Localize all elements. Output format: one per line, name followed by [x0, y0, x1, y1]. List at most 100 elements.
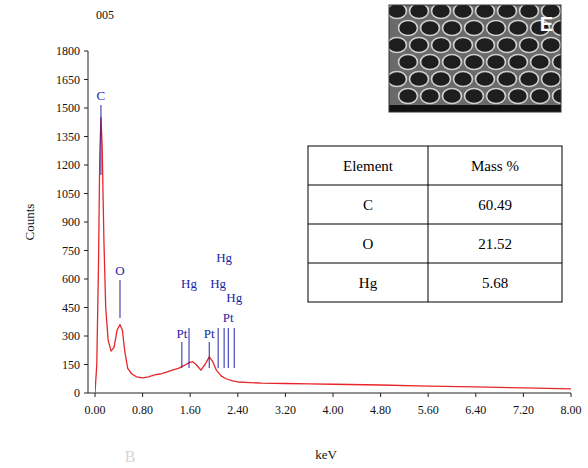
y-tick-label: 600 [62, 272, 80, 286]
pore [399, 21, 418, 36]
y-tick [84, 222, 88, 223]
element-line [181, 342, 182, 368]
pore [520, 38, 539, 53]
table-frame [308, 146, 562, 302]
table-cell: O [363, 236, 374, 252]
table-rule [308, 263, 562, 264]
y-tick-label: 1350 [56, 130, 80, 144]
y-tick-label: 0 [74, 386, 80, 400]
pore [542, 38, 561, 53]
element-label: Hg [216, 250, 232, 265]
y-tick [84, 136, 88, 137]
table-header: Mass % [471, 158, 519, 174]
x-tick [428, 393, 429, 397]
pore [531, 55, 550, 70]
y-axis-title: Counts [22, 204, 37, 241]
y-tick [84, 51, 88, 52]
table-header: Element [343, 158, 394, 174]
table-cell: Hg [359, 275, 378, 291]
y-tick-label: 1650 [56, 73, 80, 87]
element-label: Pt [223, 310, 234, 325]
x-tick [571, 393, 572, 397]
x-tick [190, 393, 191, 397]
pore [498, 38, 517, 53]
pore [443, 55, 462, 70]
y-tick [84, 79, 88, 80]
y-tick [84, 250, 88, 251]
pore [487, 21, 506, 36]
table-cell: 60.49 [478, 197, 512, 213]
pore [465, 21, 484, 36]
y-tick-label: 150 [62, 358, 80, 372]
pore [454, 72, 473, 87]
pore [432, 72, 451, 87]
pore [498, 5, 517, 19]
pore [498, 72, 517, 87]
y-tick [84, 108, 88, 109]
pore [487, 89, 506, 104]
chart: B005015030045060075090010501200135015001… [0, 0, 588, 468]
y-tick [84, 279, 88, 280]
y-tick-label: 1050 [56, 187, 80, 201]
pore [553, 55, 562, 70]
pore [399, 89, 418, 104]
table-cell: 21.52 [478, 236, 512, 252]
x-tick-label: 4.80 [370, 403, 391, 417]
element-line [189, 328, 190, 368]
y-tick-label: 1200 [56, 158, 80, 172]
pore [389, 38, 407, 53]
pore [553, 89, 562, 104]
pore [542, 72, 561, 87]
x-tick [285, 393, 286, 397]
pore [465, 89, 484, 104]
x-tick [237, 393, 238, 397]
pore [509, 21, 528, 36]
element-label: Pt [176, 326, 187, 341]
x-tick-label: 5.60 [418, 403, 439, 417]
pore [476, 38, 495, 53]
x-tick-label: 1.60 [180, 403, 201, 417]
pore [399, 55, 418, 70]
element-label: Hg [226, 290, 242, 305]
element-line [218, 328, 219, 368]
pore [509, 89, 528, 104]
pore [476, 5, 495, 19]
plot-area [95, 118, 571, 394]
title: 005 [96, 8, 114, 22]
pore [432, 5, 451, 19]
inset-frame [389, 5, 561, 112]
pore [410, 72, 429, 87]
pore [454, 38, 473, 53]
y-tick [84, 393, 88, 394]
y-tick-label: 300 [62, 329, 80, 343]
pore [531, 89, 550, 104]
y-tick [84, 336, 88, 337]
element-line [234, 328, 235, 368]
table-rule [308, 185, 562, 186]
pore [454, 5, 473, 19]
pore [465, 55, 484, 70]
x-tick-label: 7.20 [513, 403, 534, 417]
pore [389, 5, 407, 19]
pore [520, 72, 539, 87]
pore [432, 38, 451, 53]
table-cell: 5.68 [482, 275, 508, 291]
pore [476, 72, 495, 87]
x-tick-label: 0.80 [132, 403, 153, 417]
y-tick [84, 307, 88, 308]
y-tick [84, 364, 88, 365]
x-tick [142, 393, 143, 397]
element-label: Hg [210, 276, 226, 291]
pore [520, 5, 539, 19]
element-label: Pt [204, 326, 215, 341]
element-label: C [97, 88, 106, 103]
element-line [224, 328, 225, 368]
y-tick [84, 165, 88, 166]
x-tick-label: 0.00 [85, 403, 106, 417]
watermark: B [125, 448, 136, 465]
x-tick [475, 393, 476, 397]
x-axis-title: keV [315, 447, 337, 462]
element-line [209, 342, 210, 368]
x-tick-label: 3.20 [275, 403, 296, 417]
pore [389, 72, 407, 87]
